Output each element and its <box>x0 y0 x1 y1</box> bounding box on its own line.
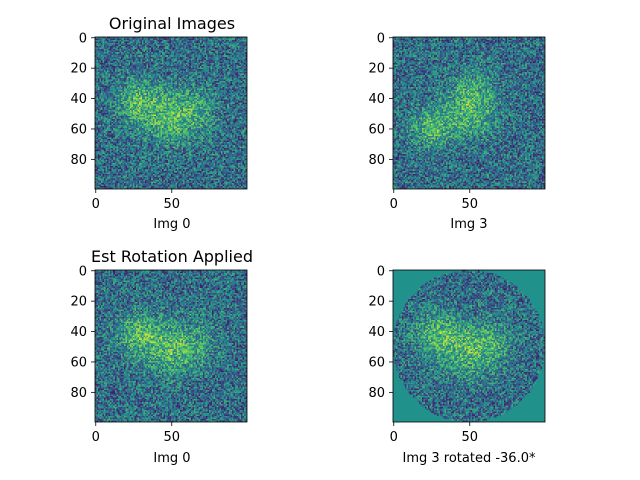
y-tick-label: 20 <box>368 295 385 310</box>
x-axis-label: Img 3 rotated -36.0* <box>403 451 536 466</box>
y-tick-label: 0 <box>377 264 385 279</box>
subplot-est-rotation-img0: Est Rotation Applied 0 50 0 20 40 60 80 Img 0 <box>70 247 253 466</box>
x-axis-label: Img 0 <box>153 217 190 232</box>
y-tick-label: 40 <box>70 325 87 340</box>
y-tick-label: 80 <box>70 386 87 401</box>
y-tick-label: 60 <box>70 122 87 137</box>
x-tick-label: 50 <box>163 430 180 445</box>
x-tick-label: 50 <box>461 197 478 212</box>
x-axis-label: Img 3 <box>450 217 487 232</box>
y-tick-label: 20 <box>70 295 87 310</box>
y-tick-label: 40 <box>368 325 385 340</box>
y-tick-label: 60 <box>368 122 385 137</box>
heatmap-image <box>95 270 247 422</box>
y-tick-label: 40 <box>70 92 87 107</box>
y-tick-label: 0 <box>79 264 87 279</box>
axes-frame <box>94 36 248 190</box>
axes-frame <box>392 36 546 190</box>
subplot-est-rotation-img3-rotated: 0 50 0 20 40 60 80 Img 3 rotated -36.0* <box>368 264 546 466</box>
y-tick-label: 0 <box>79 31 87 46</box>
x-tick-label: 50 <box>163 197 180 212</box>
y-tick-label: 80 <box>70 153 87 168</box>
heatmap-image <box>95 37 247 189</box>
x-tick-label: 0 <box>92 430 100 445</box>
y-tick-label: 60 <box>70 355 87 370</box>
x-tick-label: 50 <box>461 430 478 445</box>
subplot-original-img3: 0 50 0 20 40 60 80 Img 3 <box>368 31 546 232</box>
y-tick-label: 60 <box>368 355 385 370</box>
axes-frame <box>94 269 248 423</box>
subplot-title: Original Images <box>109 14 235 33</box>
y-tick-label: 20 <box>70 62 87 77</box>
x-axis-label: Img 0 <box>153 451 190 466</box>
axes-frame <box>392 269 546 423</box>
y-tick-label: 40 <box>368 92 385 107</box>
y-tick-label: 20 <box>368 62 385 77</box>
x-tick-label: 0 <box>390 430 398 445</box>
subplot-title: Est Rotation Applied <box>91 247 253 266</box>
x-tick-label: 0 <box>390 197 398 212</box>
x-tick-label: 0 <box>92 197 100 212</box>
heatmap-image <box>393 37 545 189</box>
heatmap-image <box>393 270 545 422</box>
y-tick-label: 80 <box>368 153 385 168</box>
y-tick-label: 80 <box>368 386 385 401</box>
y-tick-label: 0 <box>377 31 385 46</box>
subplot-original-img0: Original Images 0 50 0 20 40 60 80 Img 0 <box>70 14 248 232</box>
